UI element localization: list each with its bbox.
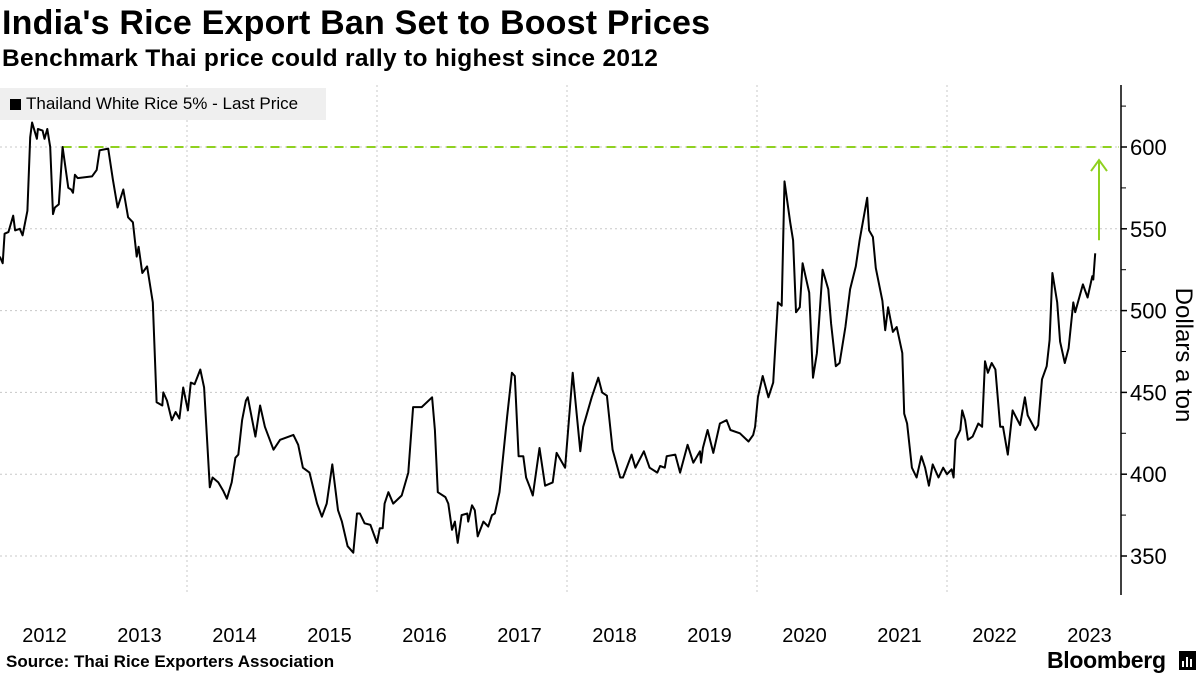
- x-tick-label: 2022: [972, 625, 1017, 647]
- x-axis: 2012 2013 2014 2015 2016 2017 2018 2019 2020 2021…: [22, 625, 1112, 647]
- x-tick-label: 2017: [497, 625, 542, 647]
- x-tick-label: 2016: [402, 625, 447, 647]
- source-note: Source: Thai Rice Exporters Association: [6, 652, 335, 671]
- gridlines: [0, 85, 1121, 595]
- x-tick-label: 2014: [212, 625, 257, 647]
- y-tick-label: 500: [1130, 299, 1167, 324]
- x-tick-label: 2019: [687, 625, 732, 647]
- x-tick-label: 2021: [877, 625, 922, 647]
- x-tick-label: 2018: [592, 625, 637, 647]
- series-line-thai-rice: [0, 121, 1097, 554]
- y-tick-label: 400: [1130, 462, 1167, 487]
- x-tick-label: 2012: [22, 625, 67, 647]
- legend-swatch: [10, 98, 21, 110]
- arrowhead: [1090, 158, 1108, 172]
- reference-layer: [62, 146, 1119, 241]
- x-tick-label: 2020: [782, 625, 827, 647]
- y-tick-label: 600: [1130, 135, 1167, 160]
- x-tick-label: 2015: [307, 625, 352, 647]
- legend-label: Thailand White Rice 5% - Last Price: [26, 94, 299, 113]
- bloomberg-terminal-icon: [1179, 651, 1196, 670]
- x-tick-label: 2013: [117, 625, 162, 647]
- y-tick-label: 350: [1130, 544, 1167, 569]
- x-tick-label: 2023: [1067, 625, 1112, 647]
- chart-subtitle: Benchmark Thai price could rally to high…: [2, 45, 659, 72]
- y-axis-title: Dollars a ton: [1170, 288, 1197, 423]
- bloomberg-logo: Bloomberg: [1047, 647, 1166, 673]
- y-tick-label: 550: [1130, 217, 1167, 242]
- legend: Thailand White Rice 5% - Last Price: [0, 88, 326, 120]
- y-axis: 350 400 450 500 550 600: [1120, 85, 1167, 595]
- y-tick-label: 450: [1130, 380, 1167, 405]
- chart-title: India's Rice Export Ban Set to Boost Pri…: [2, 4, 711, 42]
